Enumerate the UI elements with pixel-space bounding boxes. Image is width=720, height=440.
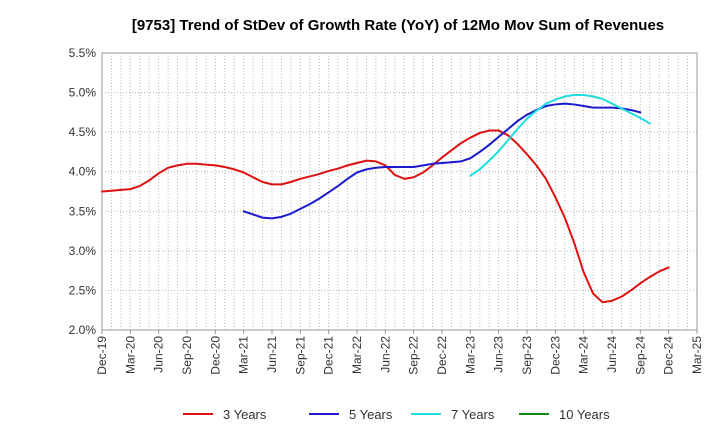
x-tick-label: Mar-20 xyxy=(123,336,137,374)
plot-area xyxy=(101,52,698,331)
x-tick-label: Mar-21 xyxy=(237,336,251,374)
x-tick-label: Mar-24 xyxy=(577,336,591,374)
series-line-7-years xyxy=(469,93,651,177)
x-tick-label: Jun-21 xyxy=(265,336,279,373)
x-tick-label: Mar-23 xyxy=(463,336,477,374)
y-tick-label: 2.5% xyxy=(69,283,97,297)
series-line-5-years xyxy=(242,102,642,220)
x-tick-label: Jun-22 xyxy=(378,336,392,373)
x-tick-label: Jun-20 xyxy=(152,336,166,373)
y-tick-label: 2.0% xyxy=(69,323,97,337)
legend-label-7-years: 7 Years xyxy=(451,407,495,422)
legend: 3 Years 5 Years 7 Years 10 Years xyxy=(183,407,610,422)
x-tick-label: Jun-24 xyxy=(605,336,619,373)
y-tick-label: 3.0% xyxy=(69,244,97,258)
legend-label-10-years: 10 Years xyxy=(559,407,610,422)
legend-label-5-years: 5 Years xyxy=(349,407,393,422)
y-axis: 5.5% 5.0% 4.5% 4.0% 3.5% 3.0% 2.5% 2.0% xyxy=(69,46,97,337)
x-tick-label: Sep-22 xyxy=(407,336,421,375)
grid xyxy=(102,52,697,331)
y-tick-label: 5.5% xyxy=(69,46,97,60)
x-axis: Dec-19 Mar-20 Jun-20 Sep-20 Dec-20 Mar-21 Jun-… xyxy=(95,330,704,375)
x-tick-label: Sep-24 xyxy=(633,336,647,375)
x-tick-label: Dec-21 xyxy=(322,336,336,375)
x-tick-label: Dec-22 xyxy=(435,336,449,375)
y-tick-label: 3.5% xyxy=(69,204,97,218)
x-tick-label: Mar-22 xyxy=(350,336,364,374)
y-tick-label: 4.0% xyxy=(69,165,97,179)
x-tick-label: Dec-19 xyxy=(95,336,109,375)
x-tick-label: Sep-21 xyxy=(293,336,307,375)
series xyxy=(101,93,670,304)
series-line-3-years xyxy=(101,129,670,304)
x-tick-label: Dec-23 xyxy=(548,336,562,375)
x-tick-label: Dec-20 xyxy=(208,336,222,375)
y-tick-label: 4.5% xyxy=(69,125,97,139)
chart-title: [9753] Trend of StDev of Growth Rate (Yo… xyxy=(132,17,664,34)
x-tick-label: Jun-23 xyxy=(492,336,506,373)
x-tick-label: Dec-24 xyxy=(662,336,676,375)
x-tick-label: Mar-25 xyxy=(690,336,704,374)
x-tick-label: Sep-20 xyxy=(180,336,194,375)
x-tick-label: Sep-23 xyxy=(520,336,534,375)
legend-label-3-years: 3 Years xyxy=(223,407,267,422)
y-tick-label: 5.0% xyxy=(69,86,97,100)
